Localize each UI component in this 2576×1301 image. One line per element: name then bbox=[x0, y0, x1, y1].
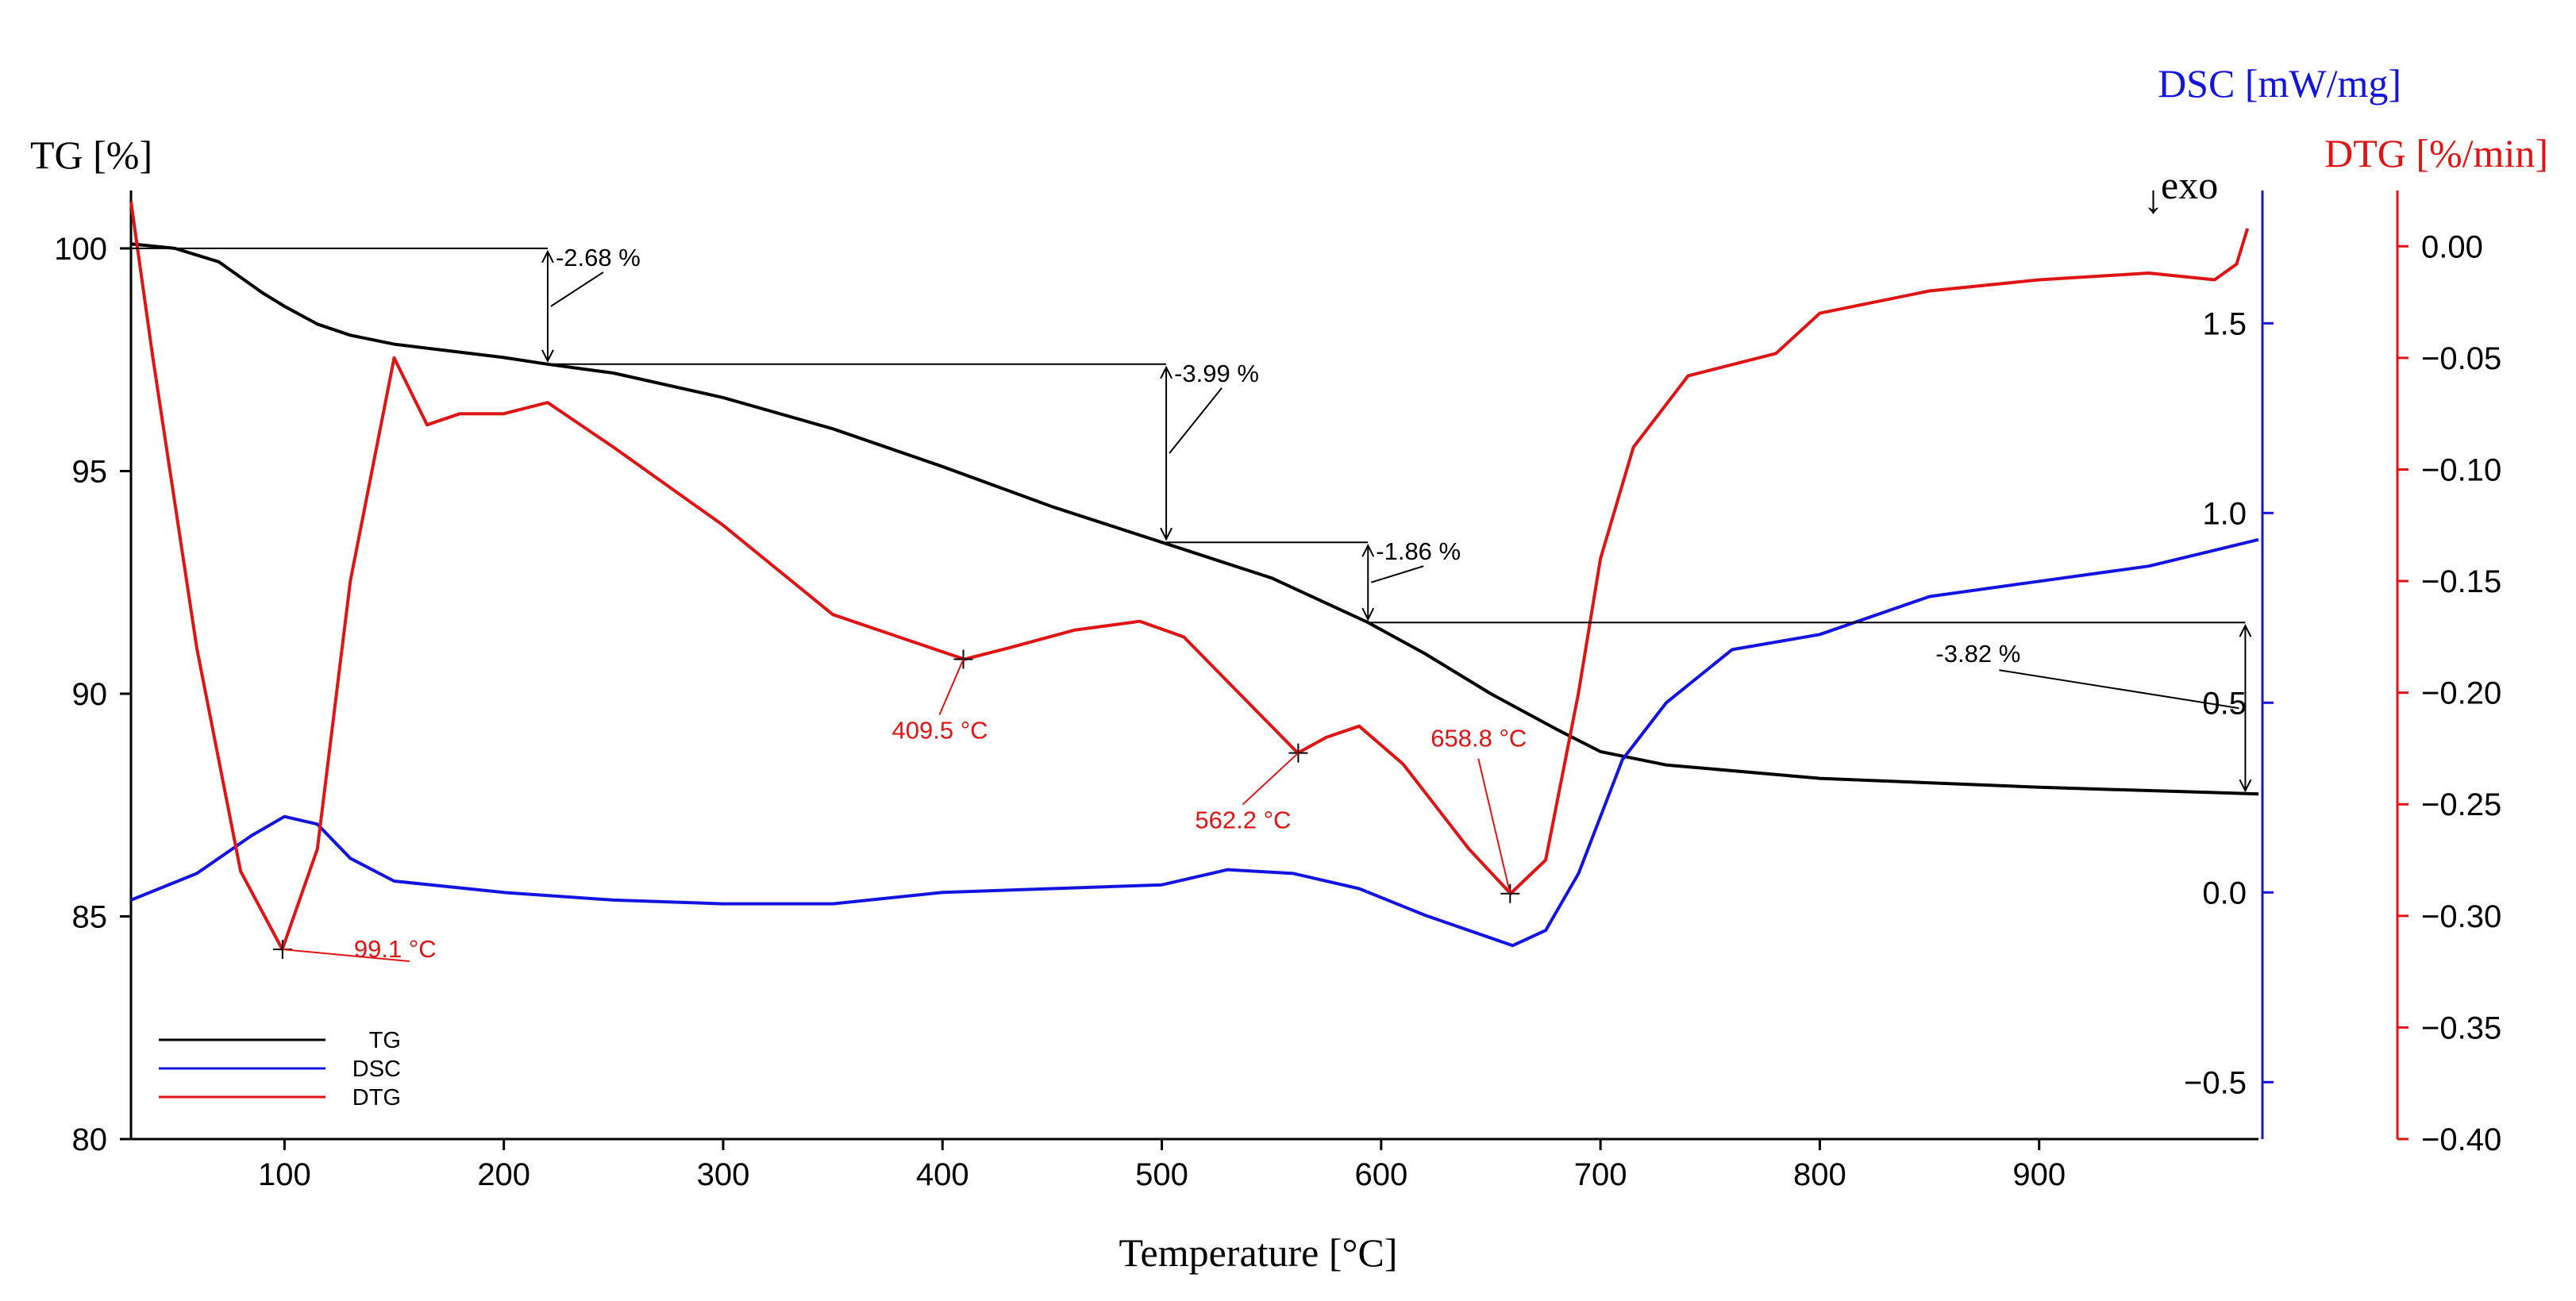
peak-leader-line bbox=[1242, 752, 1300, 806]
dsc-tick-label: 0.0 bbox=[2202, 876, 2247, 910]
dtg-tick-label: −0.15 bbox=[2421, 564, 2501, 599]
step-arrow-head-up bbox=[541, 249, 554, 264]
tg-tick-label: 85 bbox=[72, 899, 108, 934]
x-tick-label: 100 bbox=[258, 1157, 311, 1192]
step-arrow-head-up bbox=[1361, 543, 1375, 557]
series-tg-line bbox=[130, 242, 2259, 796]
x-tick-label: 200 bbox=[477, 1157, 530, 1192]
series-dsc-line bbox=[130, 537, 2259, 948]
peak-leader-line bbox=[1477, 758, 1511, 894]
x-tick-label: 300 bbox=[697, 1157, 750, 1192]
step-arrow-head-up bbox=[2239, 623, 2252, 637]
dsc-tick-label: 1.0 bbox=[2202, 496, 2247, 531]
step-loss-label: -3.82 % bbox=[1935, 640, 2020, 668]
x-tick-label: 600 bbox=[1354, 1157, 1407, 1192]
x-tick-label: 700 bbox=[1574, 1157, 1627, 1192]
tg-tick-label: 95 bbox=[72, 454, 108, 489]
peak-label: 409.5 °C bbox=[892, 716, 988, 744]
exo-label: exo bbox=[2161, 163, 2218, 207]
dsc-tick-label: 1.5 bbox=[2202, 306, 2247, 341]
legend-label-tg: TG bbox=[369, 1028, 401, 1053]
step-leader-line bbox=[1999, 669, 2239, 710]
peak-leader-line bbox=[282, 949, 410, 962]
peak-label: 562.2 °C bbox=[1195, 806, 1291, 834]
exo-arrow-icon: ↓ bbox=[2143, 177, 2163, 221]
step-loss-label: -3.99 % bbox=[1174, 360, 1259, 387]
step-arrow-head-down bbox=[541, 349, 554, 364]
step-loss-label: -2.68 % bbox=[556, 244, 641, 271]
dtg-axis-title: DTG [%/min] bbox=[2324, 131, 2548, 175]
legend-label-dtg: DTG bbox=[352, 1085, 401, 1110]
dsc-axis-title: DSC [mW/mg] bbox=[2158, 61, 2401, 106]
x-tick-label: 400 bbox=[916, 1157, 969, 1192]
dtg-tick-label: −0.20 bbox=[2421, 676, 2501, 711]
x-axis-title: Temperature [°C] bbox=[1119, 1230, 1397, 1275]
x-tick-label: 500 bbox=[1135, 1157, 1188, 1192]
dtg-tick-label: −0.25 bbox=[2421, 787, 2501, 822]
step-leader-line bbox=[550, 271, 604, 307]
legend-label-dsc: DSC bbox=[352, 1057, 401, 1082]
peak-label: 99.1 °C bbox=[354, 935, 437, 963]
tg-axis-title: TG [%] bbox=[30, 133, 152, 177]
x-tick-label: 800 bbox=[1793, 1157, 1846, 1192]
peak-marker bbox=[1500, 883, 1520, 903]
dsc-tick-label: −0.5 bbox=[2184, 1065, 2247, 1100]
step-arrow-head-down bbox=[1160, 527, 1172, 541]
peak-marker bbox=[953, 649, 973, 669]
peak-marker bbox=[1288, 743, 1308, 763]
dtg-tick-label: −0.30 bbox=[2421, 899, 2501, 934]
step-arrow-head-up bbox=[1160, 365, 1172, 379]
tg-tick-label: 100 bbox=[54, 232, 107, 267]
dtg-tick-label: −0.10 bbox=[2421, 452, 2501, 487]
step-arrow-head-down bbox=[1361, 607, 1375, 622]
dtg-tick-label: −0.05 bbox=[2421, 341, 2501, 376]
dtg-tick-label: −0.35 bbox=[2421, 1010, 2501, 1045]
series-dtg-line bbox=[129, 201, 2250, 951]
step-leader-line bbox=[1169, 387, 1223, 454]
peak-label: 658.8 °C bbox=[1430, 725, 1527, 753]
dtg-tick-label: 0.00 bbox=[2421, 229, 2483, 264]
x-tick-label: 900 bbox=[2012, 1157, 2066, 1192]
tg-tick-label: 80 bbox=[72, 1122, 108, 1157]
step-loss-label: -1.86 % bbox=[1376, 537, 1461, 565]
step-leader-line bbox=[1370, 565, 1424, 583]
tg-tick-label: 90 bbox=[72, 677, 108, 712]
peak-leader-line bbox=[938, 659, 965, 715]
dtg-tick-label: −0.40 bbox=[2421, 1122, 2501, 1157]
step-arrow-head-down bbox=[2239, 779, 2252, 793]
